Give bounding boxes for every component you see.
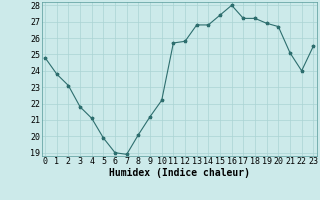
X-axis label: Humidex (Indice chaleur): Humidex (Indice chaleur): [109, 168, 250, 178]
